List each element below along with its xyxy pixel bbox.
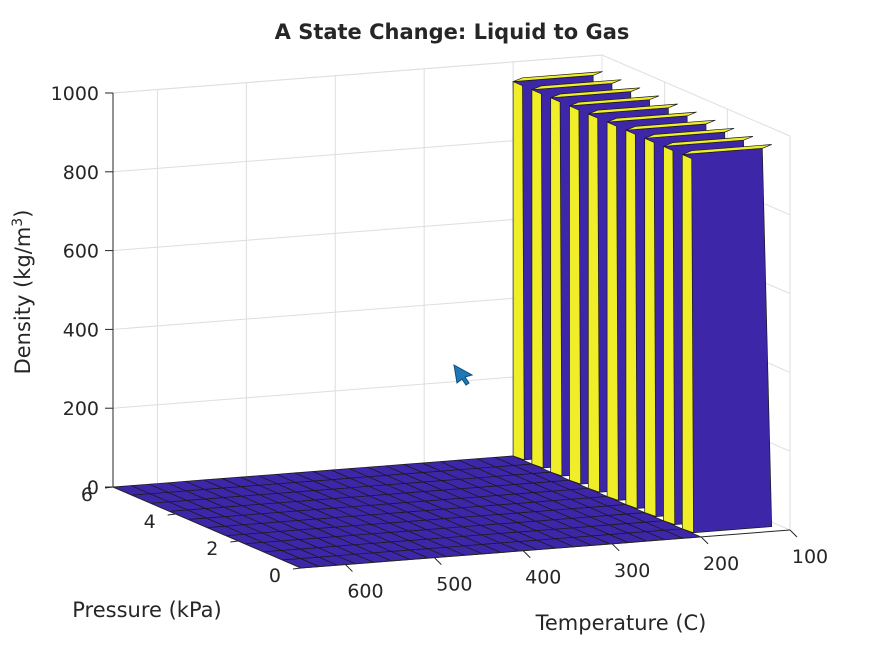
z-axis-label-close: ): [11, 210, 35, 218]
y-tick-mark: [104, 486, 114, 489]
axes: 0 200 400 600 800 1000 100 200 300 400 500 600 0 2 4 6: [51, 83, 828, 603]
spike-top: [644, 127, 735, 139]
spike-top: [569, 95, 660, 107]
y-tick-label: 2: [206, 538, 218, 560]
z-tick-label: 400: [63, 319, 99, 341]
x-tick-label: 200: [703, 553, 739, 575]
z-tick-label: 200: [63, 398, 99, 420]
y-axis-label: Pressure (kPa): [72, 598, 221, 622]
x-tick-label: 400: [525, 567, 561, 589]
x-axis-label: Temperature (C): [535, 611, 707, 635]
spike-top: [512, 71, 603, 82]
z-tick-label: 0: [87, 477, 99, 499]
spike-top: [531, 79, 622, 91]
x-tick-label: 500: [436, 574, 472, 596]
y-tick-label: 4: [144, 511, 156, 533]
y-tick-mark: [230, 540, 239, 543]
z-axis-label: Density (kg/m3): [10, 210, 35, 375]
x-tick-label: 100: [792, 546, 828, 568]
z-axis-label-main: Density (kg/m: [11, 227, 35, 375]
x-tick-mark: [345, 564, 353, 572]
spike-yellow-face: [625, 129, 638, 509]
x-tick-label: 600: [347, 581, 383, 603]
cursor-icon: [453, 364, 474, 386]
chart-title: A State Change: Liquid to Gas: [275, 20, 630, 44]
z-tick-label: 600: [63, 241, 99, 263]
y-tick-label: 0: [269, 565, 281, 587]
y-axis-line: [112, 486, 302, 569]
z-tick-label: 1000: [51, 83, 99, 105]
spike-top: [682, 144, 772, 155]
spike-yellow-face: [550, 97, 563, 477]
labels: A State Change: Liquid to Gas Temperatur…: [10, 20, 706, 635]
z-axis-label-superscript: 3: [10, 218, 26, 227]
x-tick-mark: [522, 550, 531, 559]
spike-yellow-face: [644, 137, 657, 517]
y-tick-mark: [292, 567, 302, 570]
spike-top: [625, 119, 716, 131]
x-tick-mark: [611, 543, 620, 552]
spike-dark-face: [681, 147, 773, 534]
spike-top: [588, 103, 678, 115]
y-tick-label: 6: [81, 484, 93, 506]
spike-yellow-face: [681, 153, 694, 534]
spike-yellow-face: [569, 105, 582, 485]
x-axis-line: [300, 529, 791, 569]
spike-yellow-face: [606, 121, 619, 501]
y-tick-mark: [167, 513, 176, 516]
spike-yellow-face: [587, 113, 600, 493]
spike-yellow-face: [512, 81, 525, 461]
x-tick-mark: [789, 529, 798, 538]
x-tick-mark: [434, 557, 442, 565]
x-tick-mark: [700, 536, 709, 545]
spike-yellow-face: [531, 89, 544, 469]
spike-top: [606, 111, 697, 123]
spike-yellow-face: [663, 145, 676, 526]
spike-top: [550, 87, 641, 99]
x-tick-label: 300: [614, 560, 650, 582]
z-tick-label: 800: [63, 162, 99, 184]
surface: [112, 71, 773, 569]
spike-top: [663, 136, 754, 147]
